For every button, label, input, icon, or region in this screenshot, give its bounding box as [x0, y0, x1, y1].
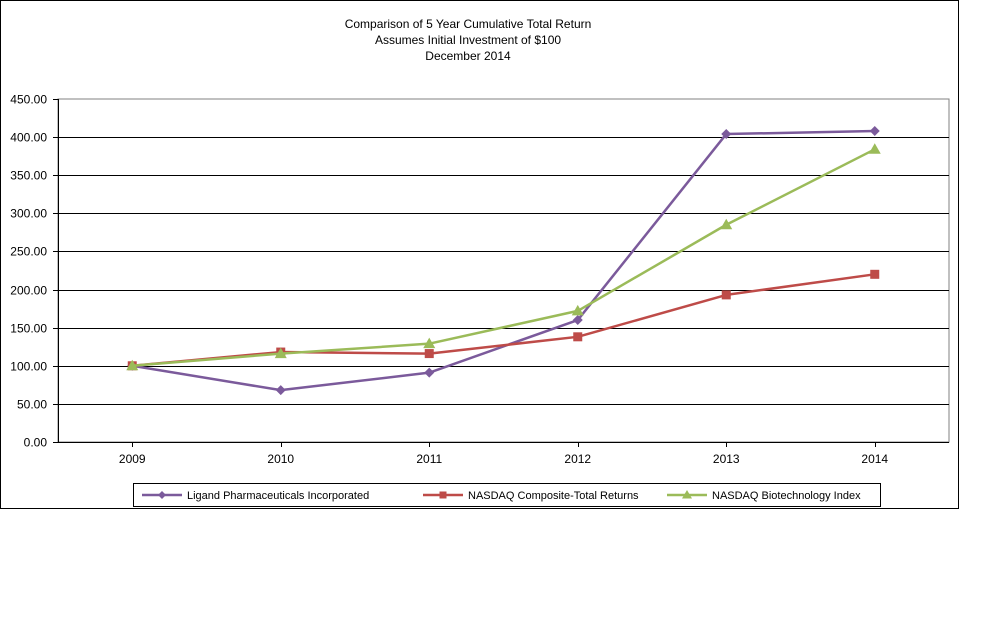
series-3-point-2011: [423, 337, 436, 349]
chart-title-line-3: December 2014: [425, 49, 511, 63]
chart-title: Comparison of 5 Year Cumulative Total Re…: [345, 17, 592, 63]
legend-label-2: NASDAQ Composite-Total Returns: [468, 490, 639, 502]
series-3-point-2013: [720, 218, 733, 230]
legend-label-1: Ligand Pharmaceuticals Incorporated: [187, 490, 369, 502]
chart-frame: Comparison of 5 Year Cumulative Total Re…: [0, 0, 959, 509]
legend-label-3: NASDAQ Biotechnology Index: [712, 490, 861, 502]
y-tick-label: 50.00: [17, 398, 47, 412]
series-2-point-2012: [573, 332, 583, 342]
chart-title-line-2: Assumes Initial Investment of $100: [375, 33, 561, 47]
plot-area-border: [57, 98, 950, 443]
series-3-point-2009: [126, 359, 139, 371]
series-2-point-2011: [424, 349, 434, 359]
legend: Ligand Pharmaceuticals Incorporated NASDA…: [133, 483, 881, 507]
legend-swatch-marker-1: [158, 491, 166, 499]
series-2-line: [132, 273, 875, 368]
y-tick-label: 350.00: [10, 169, 47, 183]
y-tick-label: 200.00: [10, 284, 47, 298]
y-tick-label: 0.00: [24, 436, 48, 450]
series-3-point-2012: [571, 304, 584, 316]
y-tick-label: 150.00: [10, 322, 47, 336]
x-tick-label-2009: 2009: [119, 452, 146, 466]
series-1-point-2013: [721, 129, 732, 140]
y-tick-label: 300.00: [10, 207, 47, 221]
x-tick-label-2012: 2012: [564, 452, 591, 466]
line-chart: Comparison of 5 Year Cumulative Total Re…: [10, 17, 950, 507]
y-tick-label: 100.00: [10, 360, 47, 374]
series-3-point-2010: [274, 347, 287, 359]
x-tick-label-2010: 2010: [267, 452, 294, 466]
x-tick-label-2014: 2014: [861, 452, 888, 466]
plot-area: 0.00 50.00 100.00 150.00 200.00 250.00 300.00 3…: [10, 93, 950, 466]
y-tick-label: 450.00: [10, 93, 47, 107]
series-1-point-2011: [424, 367, 435, 378]
legend-swatch-marker-3: [682, 490, 692, 499]
y-tick-label: 250.00: [10, 245, 47, 259]
series-1-point-2010: [275, 385, 286, 396]
series-1-point-2014: [869, 126, 880, 137]
legend-swatch-marker-2: [439, 491, 447, 499]
chart-title-line-1: Comparison of 5 Year Cumulative Total Re…: [345, 17, 592, 31]
x-tick-label-2011: 2011: [416, 452, 442, 466]
series-3-point-2014: [868, 143, 881, 154]
legend-box: [133, 483, 881, 507]
series-3-line: [132, 148, 876, 368]
series-1-point-2012: [572, 315, 583, 326]
x-tick-label-2013: 2013: [713, 452, 740, 466]
series-2-point-2014: [870, 269, 880, 279]
series-2-point-2013: [721, 290, 731, 300]
y-tick-label: 400.00: [10, 131, 47, 145]
